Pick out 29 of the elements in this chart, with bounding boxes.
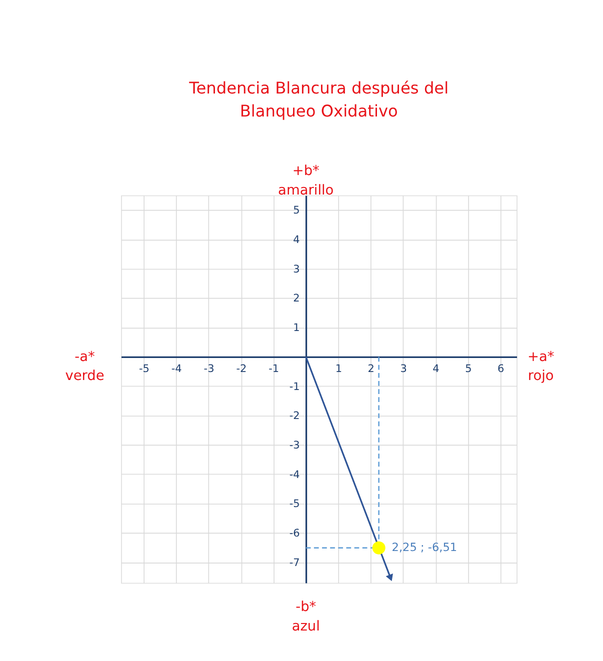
annotation: 2,25 ; -6,51: [392, 541, 458, 554]
y-tick-label: -3: [289, 440, 300, 452]
y-tick-label: -5: [289, 498, 300, 510]
y-tick-label: 3: [293, 263, 300, 276]
y-tick-label: 5: [293, 204, 300, 217]
y-tick-label: -7: [289, 556, 300, 569]
x-tick-label: 6: [497, 362, 504, 375]
x-tick-label: 3: [400, 362, 407, 375]
y-axis-title: +b* amarillo: [278, 163, 334, 199]
y-tick-label: 1: [293, 322, 300, 334]
x-tick-label: 5: [465, 362, 472, 375]
y-tick-label: 4: [293, 234, 300, 246]
x-tick-label: -4: [171, 362, 182, 375]
y-tick-label: -2: [289, 410, 300, 422]
x-tick-label: 4: [432, 362, 440, 375]
x-axis-title: +a* rojo: [527, 348, 554, 384]
chart-title: Tendencia Blancura después del Blanqueo Oxidativo: [188, 78, 449, 120]
text: -a* verde: [65, 348, 104, 384]
y-tick-label: 2: [293, 292, 300, 305]
y-tick-label: -6: [289, 528, 300, 540]
text: -b* azul: [292, 599, 320, 634]
x-tick-label: -5: [138, 362, 150, 375]
x-tick-label: 1: [335, 362, 342, 375]
x-tick-label: -1: [268, 362, 280, 375]
y-tick-label: -1: [289, 380, 300, 393]
x-tick-label: -2: [236, 362, 247, 375]
y-tick-label: -4: [289, 468, 300, 481]
x-tick-label: -3: [204, 362, 214, 375]
x-tick-label: 2: [368, 362, 374, 375]
